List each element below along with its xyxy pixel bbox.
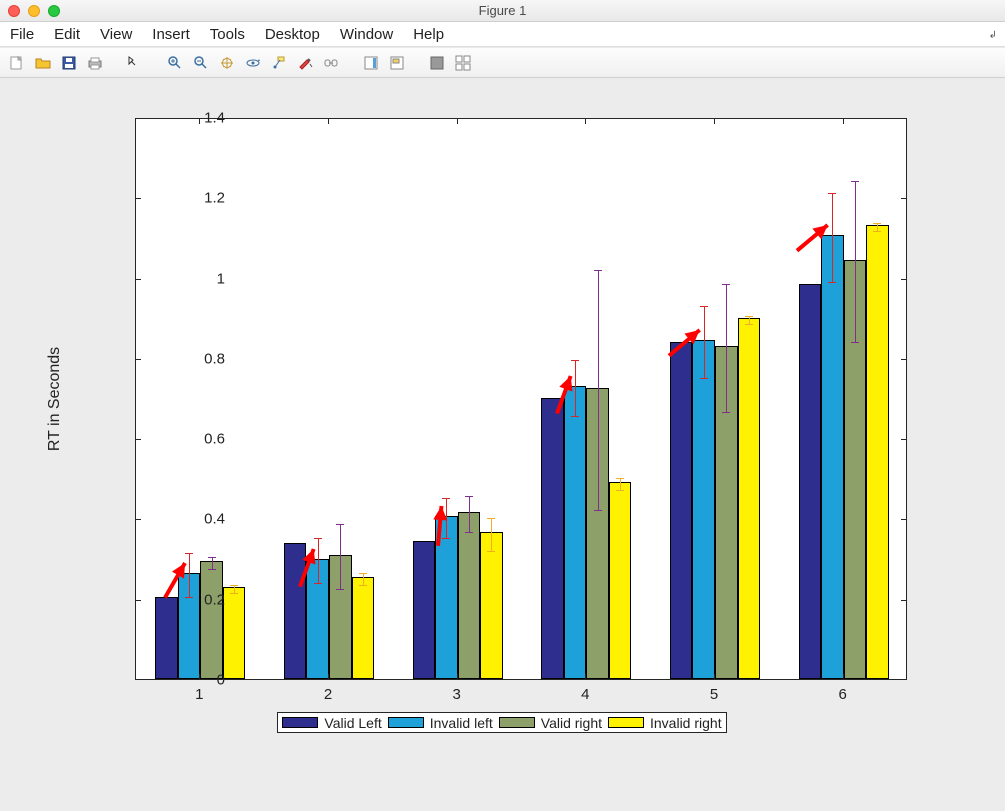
menu-tools[interactable]: Tools (210, 26, 245, 43)
x-tick-label: 2 (324, 686, 332, 703)
pan-icon[interactable] (216, 52, 238, 74)
insert-legend-icon[interactable] (386, 52, 408, 74)
hide-plot-tools-icon[interactable] (426, 52, 448, 74)
x-tick-label: 6 (838, 686, 846, 703)
bar (155, 597, 178, 679)
edit-plot-icon[interactable] (124, 52, 146, 74)
x-tick-label: 1 (195, 686, 203, 703)
legend-swatch (608, 717, 644, 728)
bar (799, 284, 822, 679)
figure-toolbar (0, 48, 1005, 78)
y-tick-label: 0.4 (175, 511, 225, 528)
menu-window[interactable]: Window (340, 26, 393, 43)
new-figure-icon[interactable] (6, 52, 28, 74)
zoom-in-icon[interactable] (164, 52, 186, 74)
chart-legend: Valid Left Invalid left Valid right Invalid… (277, 712, 727, 733)
legend-label: Valid Left (324, 715, 381, 731)
bar (738, 318, 761, 679)
bar (200, 561, 223, 679)
brush-icon[interactable] (294, 52, 316, 74)
bar (564, 386, 587, 679)
x-tick-label: 5 (710, 686, 718, 703)
menu-desktop[interactable]: Desktop (265, 26, 320, 43)
rotate-3d-icon[interactable] (242, 52, 264, 74)
menu-view[interactable]: View (100, 26, 132, 43)
x-tick-label: 3 (452, 686, 460, 703)
insert-colorbar-icon[interactable] (360, 52, 382, 74)
menubar: File Edit View Insert Tools Desktop Wind… (0, 22, 1005, 46)
chart-axes (135, 118, 907, 680)
y-axis-label: RT in Seconds (46, 347, 64, 451)
menu-file[interactable]: File (10, 26, 34, 43)
legend-swatch (499, 717, 535, 728)
link-data-icon[interactable] (320, 52, 342, 74)
legend-swatch (282, 717, 318, 728)
window-titlebar: Figure 1 (0, 0, 1005, 22)
legend-label: Invalid left (430, 715, 493, 731)
bar (284, 543, 307, 679)
window-title: Figure 1 (0, 3, 1005, 18)
x-tick-label: 4 (581, 686, 589, 703)
bar (821, 235, 844, 679)
bar (413, 541, 436, 679)
figure-area: RT in Seconds Valid LeftInvalid leftVali… (0, 78, 1005, 811)
print-icon[interactable] (84, 52, 106, 74)
menu-help[interactable]: Help (413, 26, 444, 43)
save-icon[interactable] (58, 52, 80, 74)
y-tick-label: 0.8 (175, 350, 225, 367)
bar (435, 516, 458, 679)
bar (670, 342, 693, 679)
bar (480, 532, 503, 679)
bar (692, 340, 715, 679)
legend-label: Invalid right (650, 715, 722, 731)
toolbar-chevron-icon[interactable]: ↲ (989, 30, 997, 41)
data-cursor-icon[interactable] (268, 52, 290, 74)
bar (866, 225, 889, 679)
y-tick-label: 0.6 (175, 431, 225, 448)
menu-insert[interactable]: Insert (152, 26, 190, 43)
y-tick-label: 1.2 (175, 190, 225, 207)
bar (609, 482, 632, 679)
bar (223, 587, 246, 679)
zoom-out-icon[interactable] (190, 52, 212, 74)
legend-swatch (388, 717, 424, 728)
show-plot-tools-icon[interactable] (452, 52, 474, 74)
bar (541, 398, 564, 679)
bar (458, 512, 481, 679)
bar (352, 577, 375, 679)
y-tick-label: 1 (175, 270, 225, 287)
y-tick-label: 0.2 (175, 591, 225, 608)
open-file-icon[interactable] (32, 52, 54, 74)
legend-label: Valid right (541, 715, 602, 731)
menu-edit[interactable]: Edit (54, 26, 80, 43)
